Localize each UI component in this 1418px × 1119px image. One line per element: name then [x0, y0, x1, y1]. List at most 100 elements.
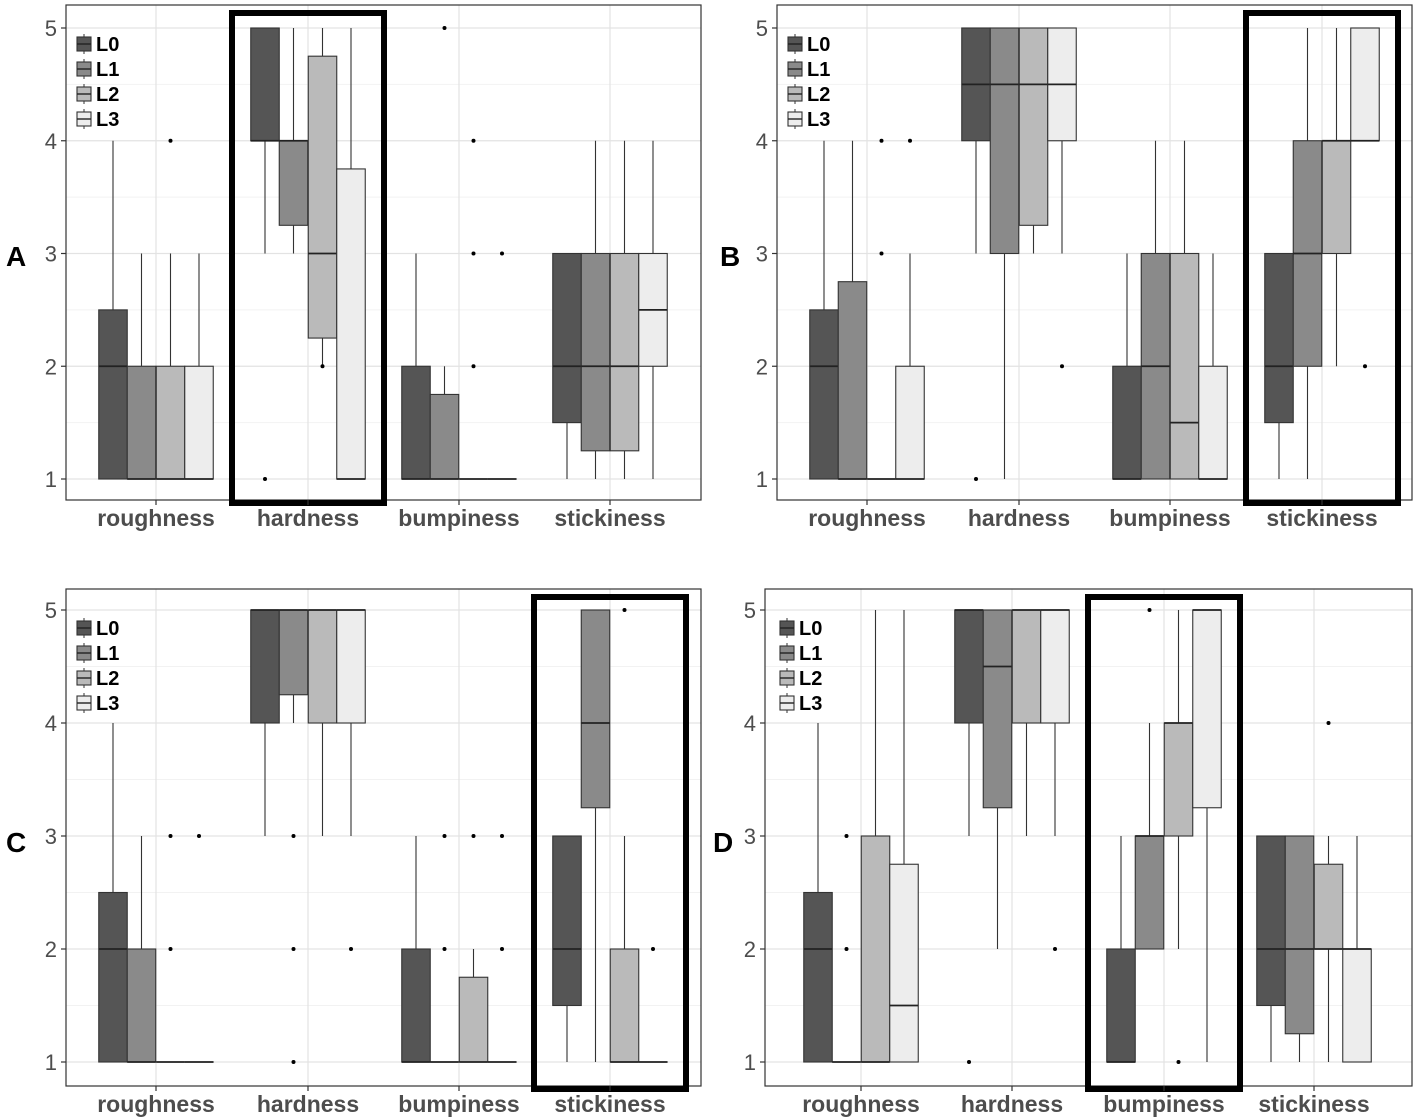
box-body: [458, 976, 489, 1063]
box-body: [98, 309, 128, 480]
box-body: [126, 365, 157, 480]
outlier-point: [651, 947, 655, 951]
x-tick-label: stickiness: [554, 505, 665, 531]
y-tick-label: 5: [45, 598, 57, 623]
box-bumpiness-l3: [1192, 609, 1222, 1062]
legend-label: L0: [96, 34, 119, 56]
box-body: [982, 609, 1013, 809]
box-body: [1198, 365, 1228, 480]
box-bumpiness-l3: [487, 834, 517, 1063]
box-body: [401, 948, 431, 1063]
y-tick-label: 2: [756, 354, 768, 379]
outlier-point: [442, 26, 447, 30]
legend-label: L3: [799, 693, 822, 715]
x-tick-label: roughness: [802, 1091, 920, 1117]
box-stickiness-l0: [1264, 252, 1294, 479]
y-tick-label: 2: [45, 937, 57, 962]
y-tick-label: 1: [45, 467, 57, 492]
x-tick-label: bumpiness: [398, 505, 519, 531]
legend-item-l3: L3: [779, 693, 822, 715]
panel-letter: D: [713, 827, 733, 858]
legend-label: L2: [96, 84, 119, 106]
box-body: [250, 609, 280, 724]
box-bumpiness-l1: [1134, 608, 1165, 950]
box-hardness-l2: [1018, 27, 1049, 254]
box-body: [803, 891, 833, 1063]
box-body: [336, 609, 366, 724]
box-stickiness-l2: [609, 140, 640, 479]
box-bumpiness-l2: [458, 834, 489, 1063]
legend-item-l3: L3: [76, 109, 119, 131]
box-body: [1313, 863, 1344, 950]
outlier-point: [197, 834, 201, 838]
box-stickiness-l3: [1350, 27, 1380, 369]
box-roughness-l3: [184, 834, 214, 1063]
box-stickiness-l0: [552, 252, 582, 479]
box-stickiness-l2: [1313, 721, 1344, 1062]
outlier-point: [879, 251, 884, 256]
legend-item-l2: L2: [779, 668, 822, 690]
box-body: [1040, 609, 1070, 724]
plot-border: [776, 4, 1413, 501]
box-body: [155, 365, 186, 480]
legend-item-l3: L3: [76, 693, 119, 715]
box-body: [1163, 722, 1194, 837]
box-body: [98, 891, 128, 1063]
legend-label: L1: [807, 59, 830, 81]
y-tick-label: 3: [45, 824, 57, 849]
legend-item-l0: L0: [779, 618, 822, 640]
box-body: [1112, 365, 1142, 480]
legend-item-l0: L0: [76, 618, 119, 640]
outlier-point: [349, 947, 353, 951]
y-tick-label: 3: [45, 242, 57, 267]
outlier-point: [1363, 364, 1367, 369]
x-tick-label: stickiness: [1258, 1091, 1369, 1117]
legend-label: L0: [799, 618, 822, 640]
y-tick-label: 5: [756, 16, 768, 41]
box-bumpiness-l3: [487, 251, 517, 480]
x-tick-label: hardness: [961, 1091, 1063, 1117]
legend-label: L1: [96, 643, 119, 665]
box-hardness-l2: [307, 609, 338, 836]
box-body: [278, 140, 309, 226]
box-body: [860, 835, 891, 1063]
box-body: [184, 365, 214, 480]
legend-item-l2: L2: [787, 84, 830, 106]
box-stickiness-l0: [552, 835, 582, 1062]
box-bumpiness-l0: [1106, 836, 1136, 1063]
box-hardness-l1: [278, 609, 309, 1064]
x-tick-label: hardness: [968, 505, 1070, 531]
box-stickiness-l0: [1256, 835, 1286, 1062]
outlier-point: [471, 834, 476, 838]
y-tick-label: 3: [756, 242, 768, 267]
box-body: [954, 609, 984, 724]
box-body: [429, 393, 460, 480]
x-tick-label: hardness: [257, 1091, 359, 1117]
outlier-point: [471, 364, 476, 369]
legend-item-l1: L1: [76, 59, 119, 81]
outlier-point: [1060, 364, 1064, 369]
box-hardness-l0: [250, 27, 280, 481]
box-stickiness-l3: [1342, 836, 1372, 1063]
box-body: [1256, 835, 1286, 1007]
outlier-point: [168, 947, 173, 951]
outlier-point: [622, 608, 627, 612]
outlier-point: [844, 947, 849, 951]
x-tick-label: bumpiness: [1109, 505, 1230, 531]
legend-item-l1: L1: [787, 59, 830, 81]
legend-label: L3: [96, 693, 119, 715]
box-stickiness-l2: [609, 608, 640, 1063]
panel-c: 1 2 3 4 5 roughness hardness bumpiness stickines…: [6, 588, 702, 1117]
legend-item-l3: L3: [787, 109, 830, 131]
x-tick-label: hardness: [257, 505, 359, 531]
box-stickiness-l1: [580, 609, 611, 1062]
legend-label: L3: [807, 109, 830, 131]
legend-label: L2: [96, 668, 119, 690]
box-body: [1018, 27, 1049, 226]
box-bumpiness-l2: [1169, 140, 1200, 480]
box-body: [250, 27, 280, 142]
box-hardness-l1: [982, 609, 1013, 949]
panel-letter: C: [6, 827, 26, 858]
x-tick-label: roughness: [97, 505, 215, 531]
